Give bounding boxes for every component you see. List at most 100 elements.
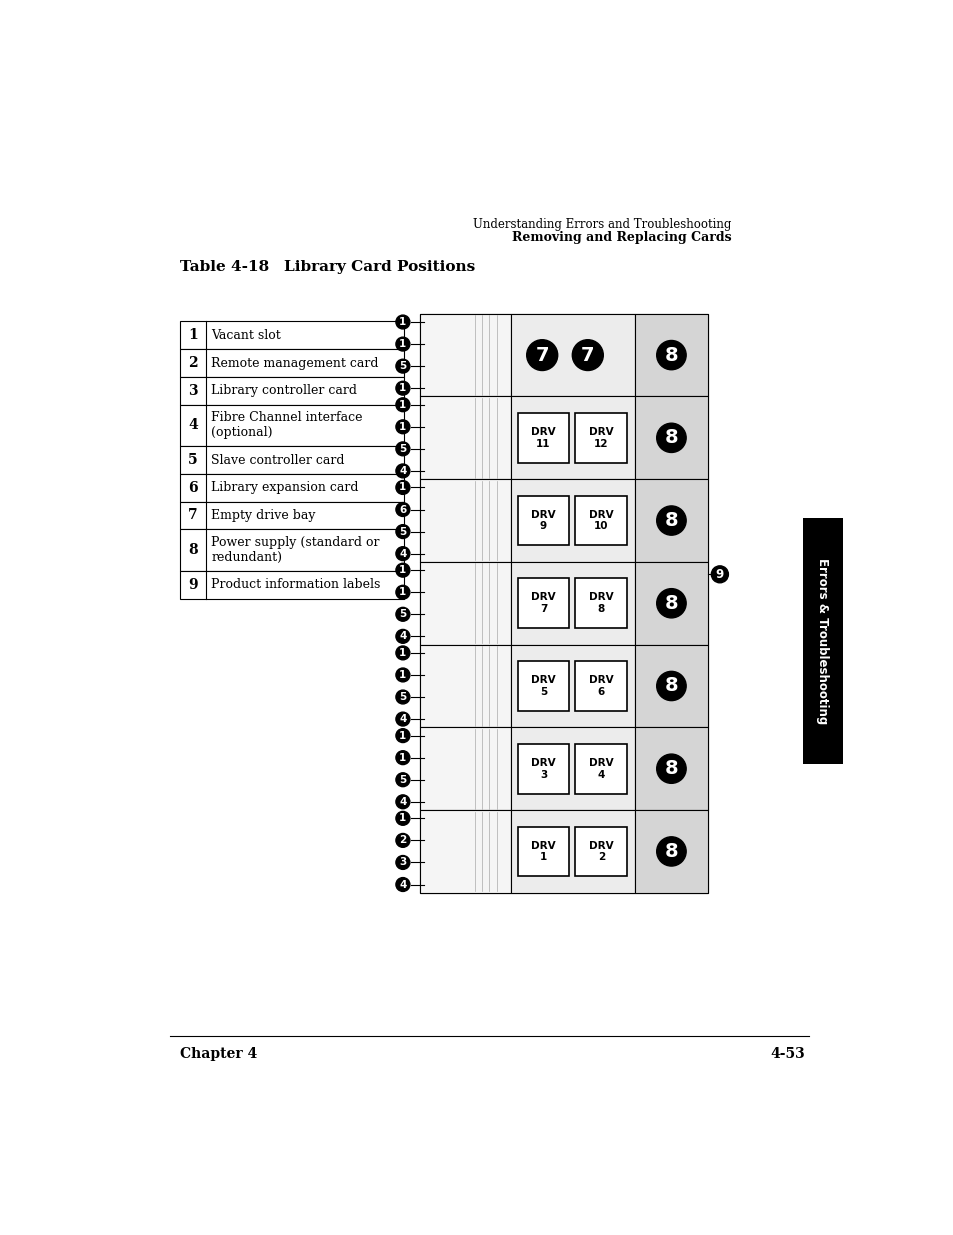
Text: Table 4-18: Table 4-18 <box>179 259 269 274</box>
Text: DRV
1: DRV 1 <box>531 841 556 862</box>
Circle shape <box>395 464 410 478</box>
Circle shape <box>395 442 410 456</box>
Text: 1: 1 <box>399 669 406 680</box>
Text: DRV
9: DRV 9 <box>531 510 556 531</box>
Text: DRV
5: DRV 5 <box>531 676 556 697</box>
Text: 8: 8 <box>664 346 678 364</box>
Circle shape <box>656 837 685 866</box>
Bar <box>575 578 626 629</box>
Text: Understanding Errors and Troubleshooting: Understanding Errors and Troubleshooting <box>473 217 731 231</box>
Bar <box>634 810 707 893</box>
Text: DRV
4: DRV 4 <box>588 758 613 779</box>
Bar <box>802 517 842 764</box>
Text: 8: 8 <box>664 429 678 447</box>
Text: 8: 8 <box>664 677 678 695</box>
Text: 4: 4 <box>188 419 197 432</box>
Text: 1: 1 <box>399 648 406 658</box>
Circle shape <box>656 589 685 618</box>
Bar <box>419 479 707 562</box>
Bar <box>419 645 511 727</box>
Text: 1: 1 <box>399 752 406 763</box>
Circle shape <box>526 340 558 370</box>
Text: 2: 2 <box>399 835 406 846</box>
Text: Removing and Replacing Cards: Removing and Replacing Cards <box>512 231 731 243</box>
Text: Vacant slot: Vacant slot <box>212 329 281 342</box>
Bar <box>517 495 569 546</box>
Text: 4: 4 <box>398 879 406 889</box>
Bar <box>575 412 626 463</box>
Bar <box>517 661 569 711</box>
Text: 9: 9 <box>188 578 197 592</box>
Circle shape <box>395 525 410 538</box>
Bar <box>517 578 569 629</box>
Bar <box>511 314 634 396</box>
Text: 3: 3 <box>188 384 197 398</box>
Bar <box>634 396 707 479</box>
Bar <box>575 495 626 546</box>
Circle shape <box>395 856 410 869</box>
Text: 4-53: 4-53 <box>770 1047 804 1061</box>
Bar <box>419 645 707 727</box>
Circle shape <box>656 672 685 700</box>
Circle shape <box>395 751 410 764</box>
Text: 3: 3 <box>399 857 406 867</box>
Circle shape <box>711 566 728 583</box>
Text: 9: 9 <box>715 568 723 580</box>
Circle shape <box>395 359 410 373</box>
Circle shape <box>395 337 410 351</box>
Circle shape <box>395 382 410 395</box>
Bar <box>511 727 634 810</box>
Circle shape <box>395 503 410 516</box>
Text: 1: 1 <box>399 731 406 741</box>
Text: Fibre Channel interface
(optional): Fibre Channel interface (optional) <box>212 411 362 440</box>
Bar <box>419 562 707 645</box>
Bar <box>517 412 569 463</box>
Bar <box>575 826 626 877</box>
Circle shape <box>395 811 410 825</box>
Text: 5: 5 <box>399 692 406 701</box>
Text: 1: 1 <box>399 400 406 410</box>
Text: 6: 6 <box>188 480 197 495</box>
Text: Remote management card: Remote management card <box>212 357 378 369</box>
Bar <box>511 396 634 479</box>
Bar <box>179 405 404 446</box>
Circle shape <box>395 834 410 847</box>
Bar <box>419 314 511 396</box>
Bar <box>419 727 707 810</box>
Text: DRV
2: DRV 2 <box>588 841 613 862</box>
Text: 4: 4 <box>398 714 406 724</box>
Text: Chapter 4: Chapter 4 <box>179 1047 256 1061</box>
Circle shape <box>395 398 410 411</box>
Text: DRV
6: DRV 6 <box>588 676 613 697</box>
Text: Slave controller card: Slave controller card <box>212 453 345 467</box>
Bar <box>511 810 634 893</box>
Circle shape <box>395 315 410 329</box>
Circle shape <box>656 506 685 535</box>
Text: Errors & Troubleshooting: Errors & Troubleshooting <box>816 558 828 724</box>
Text: DRV
10: DRV 10 <box>588 510 613 531</box>
Text: 7: 7 <box>188 509 197 522</box>
Circle shape <box>395 563 410 577</box>
Text: Product information labels: Product information labels <box>212 578 380 592</box>
Text: 8: 8 <box>664 511 678 530</box>
Bar <box>575 743 626 794</box>
Text: 1: 1 <box>399 317 406 327</box>
Bar <box>419 810 707 893</box>
Bar <box>419 479 511 562</box>
Bar <box>575 661 626 711</box>
Bar <box>511 645 634 727</box>
Text: DRV
3: DRV 3 <box>531 758 556 779</box>
Bar <box>634 727 707 810</box>
Text: 5: 5 <box>399 526 406 536</box>
Bar <box>419 396 511 479</box>
Circle shape <box>572 340 602 370</box>
Text: 5: 5 <box>399 443 406 453</box>
Circle shape <box>395 480 410 494</box>
Text: DRV
7: DRV 7 <box>531 593 556 614</box>
Bar <box>419 727 511 810</box>
Bar <box>634 562 707 645</box>
Bar <box>419 562 511 645</box>
Bar <box>511 479 634 562</box>
Circle shape <box>656 341 685 369</box>
Text: 7: 7 <box>535 346 548 364</box>
